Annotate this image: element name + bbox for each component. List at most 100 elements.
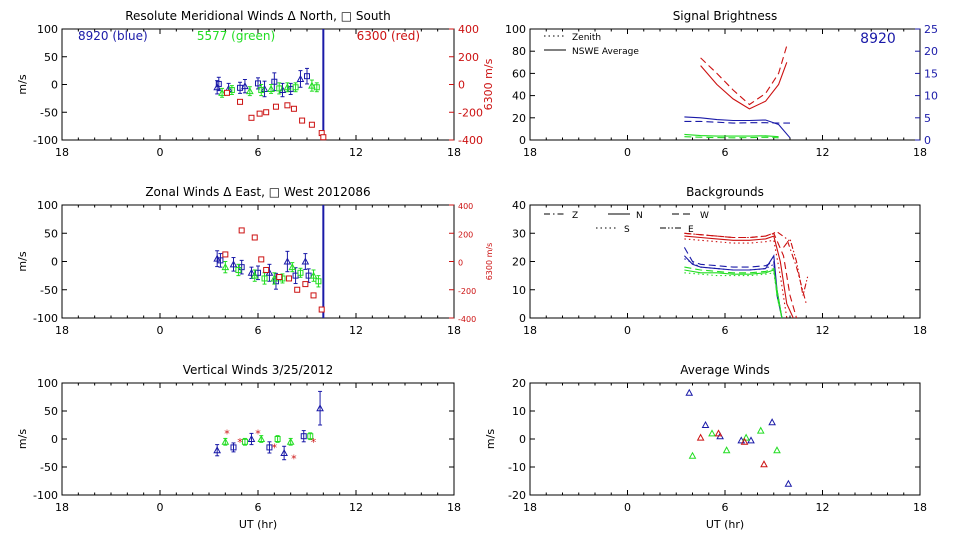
- green-point: [261, 275, 268, 282]
- red-point: [286, 275, 293, 282]
- blue-point: [260, 84, 269, 92]
- green-point: [742, 433, 750, 441]
- x-axis-label: UT (hr): [706, 518, 744, 531]
- y-axis-label: m/s: [16, 429, 29, 449]
- legend-green: 5577 (green): [197, 29, 275, 43]
- red-series-line: [684, 235, 794, 319]
- y-tick-label: 0: [51, 433, 58, 446]
- red-point: [284, 102, 291, 109]
- y-tick-label: 100: [505, 23, 526, 36]
- blue-point: [305, 272, 312, 279]
- y-tick-label: 50: [44, 227, 58, 240]
- chart-title: Zonal Winds Δ East, □ West 2012086: [145, 185, 370, 199]
- red-point: [276, 274, 283, 281]
- green-point: [315, 278, 322, 285]
- y-tick-label: 100: [37, 23, 58, 36]
- y-tick-label: 0: [519, 134, 526, 147]
- red-series-line: [700, 45, 788, 106]
- x-tick-label: 18: [55, 324, 69, 337]
- x-tick-label: 12: [816, 324, 830, 337]
- red-point: [714, 429, 723, 437]
- blue-point: [300, 433, 307, 440]
- blue-series-line: [684, 120, 790, 124]
- x-tick-label: 18: [913, 146, 927, 159]
- right-y-axis-label: 6300 m/s: [482, 58, 495, 110]
- blue-point: [247, 434, 256, 442]
- green-point: [245, 87, 254, 95]
- right-y-tick-label: 0: [458, 79, 465, 92]
- right-y-axis-label: 6300 m/s: [485, 243, 494, 281]
- green-point: [708, 429, 716, 437]
- legend-red: 6300 (red): [357, 29, 420, 43]
- y-tick-label: -50: [40, 284, 58, 297]
- blue-point: [301, 257, 310, 265]
- y-axis-label: m/s: [16, 74, 29, 94]
- blue-series-line: [683, 247, 783, 319]
- y-tick-label: 30: [512, 227, 526, 240]
- y-tick-label: -50: [40, 461, 58, 474]
- legend-blue: 8920 (blue): [78, 29, 148, 43]
- blue-point: [768, 418, 776, 426]
- chart-title: Signal Brightness: [673, 9, 778, 23]
- y-tick-label: 20: [512, 112, 526, 125]
- x-tick-label: 6: [255, 501, 262, 514]
- x-tick-label: 18: [523, 146, 537, 159]
- blue-point: [213, 446, 222, 454]
- x-tick-label: 6: [722, 501, 729, 514]
- right-y-tick-label: -200: [458, 287, 476, 296]
- red-point: [320, 134, 327, 141]
- red-point: *: [311, 436, 317, 449]
- blue-point: [304, 73, 310, 80]
- blue-point: [271, 78, 278, 85]
- green-series-line: [684, 136, 779, 139]
- x-axis-label: UT (hr): [239, 518, 277, 531]
- right-y-tick-label: 10: [924, 90, 938, 103]
- legend-label: Zenith: [572, 33, 601, 43]
- blue-point: [701, 420, 710, 428]
- red-point: [299, 117, 306, 124]
- green-point: [221, 263, 230, 271]
- right-y-tick-label: 400: [458, 202, 473, 211]
- y-tick-label: 0: [519, 312, 526, 325]
- x-tick-label: 12: [816, 146, 830, 159]
- right-y-tick-label: 0: [458, 259, 463, 268]
- x-tick-label: 0: [624, 146, 631, 159]
- red-point: [248, 114, 255, 121]
- blue-point: [255, 80, 261, 87]
- red-point: [760, 460, 768, 468]
- red-point: [290, 105, 297, 112]
- red-point: [308, 121, 315, 128]
- chart-title: Resolute Meridional Winds Δ North, □ Sou…: [125, 9, 391, 23]
- x-tick-label: 18: [447, 146, 461, 159]
- red-point: *: [291, 453, 297, 466]
- right-y-tick-label: 5: [924, 112, 931, 125]
- green-point: [274, 436, 281, 442]
- y-tick-label: 0: [51, 79, 58, 92]
- legend-label: S: [624, 225, 630, 235]
- green-point: [235, 266, 242, 273]
- x-tick-label: 18: [523, 501, 537, 514]
- right-y-tick-label: 15: [924, 67, 938, 80]
- chart-title: Vertical Winds 3/25/2012: [183, 363, 334, 377]
- chart-title: Backgrounds: [686, 185, 764, 199]
- green-series-line: [684, 272, 780, 304]
- green-point: [250, 271, 259, 279]
- green-point: [688, 451, 697, 459]
- x-tick-label: 18: [55, 501, 69, 514]
- red-series-line: [684, 238, 788, 319]
- y-tick-label: -100: [33, 489, 58, 502]
- red-point: [310, 292, 317, 299]
- green-point: [773, 446, 781, 454]
- green-point: [267, 84, 275, 92]
- chart-title: Average Winds: [680, 363, 770, 377]
- x-tick-label: 18: [913, 501, 927, 514]
- green-point: [241, 438, 248, 445]
- green-point: [313, 84, 320, 91]
- red-point: [251, 234, 258, 241]
- blue-point: [280, 448, 288, 456]
- green-point: [283, 83, 292, 91]
- red-point: [272, 103, 279, 110]
- right-y-tick-label: 200: [458, 51, 479, 64]
- green-point: [292, 84, 299, 91]
